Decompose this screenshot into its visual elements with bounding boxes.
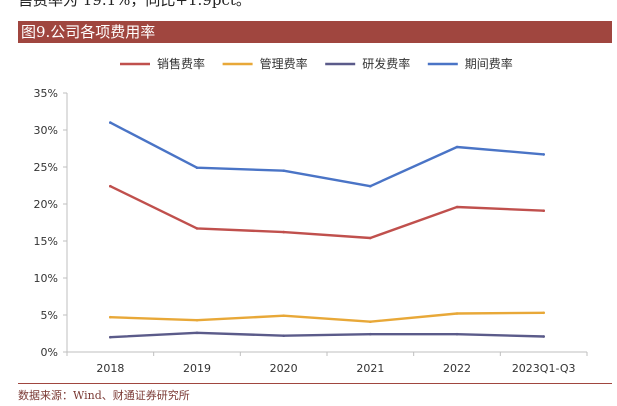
- x-tick-label: 2023Q1-Q3: [512, 362, 576, 375]
- data-point: [542, 311, 545, 315]
- series-3: [109, 331, 545, 339]
- data-point: [542, 153, 545, 156]
- legend-label: 研发费率: [362, 56, 410, 71]
- legend-item: 管理费率: [222, 56, 308, 71]
- data-point: [282, 230, 286, 234]
- data-point: [282, 314, 286, 318]
- data-point: [455, 205, 459, 209]
- series-4: [109, 121, 545, 188]
- series-line: [109, 331, 545, 339]
- data-point: [369, 236, 372, 240]
- y-tick-label: 25%: [34, 161, 58, 174]
- data-point: [542, 335, 545, 338]
- y-tick-label: 35%: [34, 87, 58, 100]
- data-point: [542, 209, 545, 212]
- series-2: [109, 311, 545, 324]
- data-point: [109, 335, 112, 339]
- data-point: [109, 121, 112, 124]
- source-divider: [18, 383, 612, 384]
- series-1: [109, 184, 545, 240]
- series-line: [109, 121, 545, 188]
- legend-item: 期间费率: [427, 56, 513, 71]
- series-line: [109, 311, 545, 323]
- x-tick-label: 2021: [356, 362, 384, 375]
- legend-label: 期间费率: [465, 56, 513, 71]
- x-tick-label: 2022: [443, 362, 471, 375]
- series-line: [109, 184, 545, 240]
- y-tick-label: 0%: [41, 346, 58, 359]
- data-point: [369, 320, 372, 324]
- data-point: [195, 318, 199, 322]
- x-tick-label: 2018: [96, 362, 124, 375]
- data-point: [195, 331, 199, 335]
- data-point: [109, 184, 112, 188]
- source-note: 数据来源：Wind、财通证券研究所: [18, 389, 190, 402]
- y-tick-label: 10%: [34, 272, 58, 285]
- data-point: [195, 166, 199, 169]
- data-point: [455, 312, 459, 315]
- data-point: [455, 332, 459, 336]
- y-tick-label: 20%: [34, 198, 58, 211]
- legend-label: 管理费率: [260, 56, 308, 71]
- data-point: [455, 145, 459, 149]
- data-point: [109, 315, 112, 319]
- legend-item: 研发费率: [325, 56, 410, 71]
- figure-title-banner: 图9.公司各项费用率: [18, 21, 612, 43]
- y-tick-label: 5%: [41, 309, 58, 322]
- data-point: [195, 227, 199, 230]
- data-point: [369, 184, 372, 188]
- y-tick-label: 15%: [34, 235, 58, 248]
- y-tick-label: 30%: [34, 124, 58, 137]
- legend-label: 销售费率: [157, 56, 205, 71]
- figure-title: 图9.公司各项费用率: [21, 23, 156, 41]
- intro-text: 售费率为 19.1%，同比+1.9pct。: [18, 0, 251, 9]
- data-point: [282, 334, 286, 338]
- data-point: [282, 169, 286, 172]
- x-tick-label: 2020: [270, 362, 298, 375]
- x-tick-label: 2019: [183, 362, 211, 375]
- legend-item: 销售费率: [120, 56, 205, 71]
- data-point: [369, 332, 372, 336]
